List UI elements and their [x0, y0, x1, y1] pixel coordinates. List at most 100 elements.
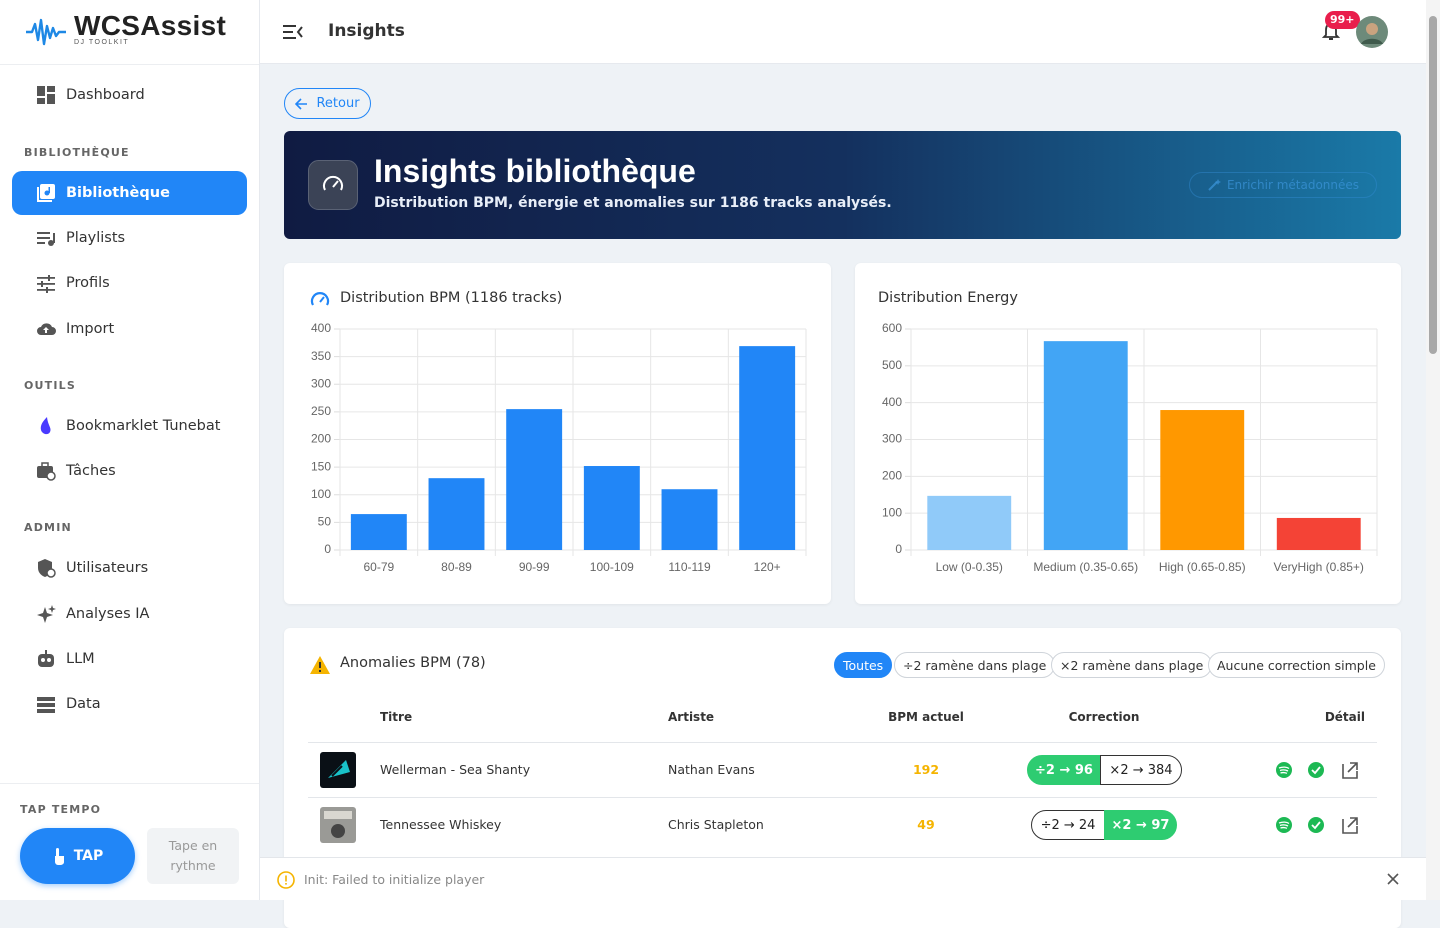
bar: [1160, 410, 1245, 550]
nav-label: Bookmarklet Tunebat: [66, 418, 221, 434]
column-header: Correction: [1068, 710, 1140, 724]
row-divider: [308, 742, 1377, 743]
hero-icon: [308, 160, 358, 210]
section-title: TAP TEMPO: [20, 803, 102, 816]
sidebar: WCSAssist DJ TOOLKIT Dashboard BIBLIOTHÈ…: [0, 0, 260, 900]
nav-item[interactable]: Import: [36, 317, 114, 341]
x-tick-label: Low (0-0.35): [936, 560, 1003, 574]
icon: [37, 323, 56, 335]
row-divider: [308, 797, 1377, 798]
icon: [1208, 179, 1221, 191]
icon: [40, 417, 51, 435]
row-actions[interactable]: [1275, 761, 1361, 779]
icon: [37, 275, 55, 293]
energy-chart: 0 100 200 300 400 500 600 Low (0-0.35) Medium (0…: [882, 321, 1378, 574]
track-title: Tennessee Whiskey: [380, 817, 502, 832]
correction[interactable]: ÷2 → 24: [1031, 810, 1105, 840]
column-header: Titre: [380, 710, 413, 724]
warning-icon: [310, 656, 330, 674]
bar: [350, 514, 407, 550]
icon: [37, 232, 55, 246]
nav-label: Data: [66, 696, 101, 712]
bar: [927, 495, 1012, 550]
column-header: Détail: [1324, 710, 1365, 724]
nav-item[interactable]: Dashboard: [36, 83, 145, 107]
avatar[interactable]: [1356, 16, 1388, 48]
logo-icon: [26, 18, 66, 46]
nav-item[interactable]: Analyses IA: [36, 602, 149, 626]
nav-label: Dashboard: [66, 87, 145, 103]
nav-item[interactable]: Data: [36, 692, 101, 716]
y-tick-label: 200: [882, 469, 902, 483]
y-tick-label: 50: [318, 515, 332, 529]
hero-title: Insights bibliothèque: [374, 153, 696, 189]
y-tick-label: 350: [311, 349, 331, 363]
bar: [1276, 517, 1361, 550]
nav-item[interactable]: Tâches: [36, 459, 116, 483]
cover: [320, 752, 356, 788]
icon: [37, 605, 56, 623]
icon: [295, 97, 308, 110]
column-header: Artiste: [668, 710, 715, 724]
nav-label: Import: [66, 321, 115, 337]
icon: [38, 559, 56, 578]
back-label: Retour: [316, 96, 360, 111]
x-tick-label: Medium (0.35-0.65): [1033, 560, 1138, 574]
enrich-label: Enrichir métadonnées: [1226, 178, 1360, 192]
nav-label: LLM: [66, 651, 95, 667]
nav-label: Playlists: [66, 230, 126, 246]
tap-label: TAP: [73, 848, 104, 864]
row-actions[interactable]: [1275, 816, 1361, 834]
y-tick-label: 250: [311, 404, 331, 418]
bpm-card: Distribution BPM (1186 tracks) 0 50 100 150…: [284, 263, 831, 604]
tap-button[interactable]: TAP: [20, 828, 135, 884]
x-tick-label: High (0.65-0.85): [1159, 560, 1246, 574]
scroll-thumb[interactable]: [1429, 16, 1437, 354]
toast: Init: Failed to initialize player: [260, 857, 1426, 900]
track-title: Wellerman - Sea Shanty: [380, 762, 531, 777]
filter[interactable]: Aucune correction simple: [1208, 652, 1385, 678]
notification-badge: 99+: [1325, 11, 1360, 29]
filter[interactable]: ×2 ramène dans plage: [1051, 652, 1213, 678]
track-bpm: 192: [912, 762, 940, 777]
filter[interactable]: ÷2 ramène dans plage: [894, 652, 1056, 678]
x-tick-label: 90-99: [519, 560, 550, 574]
correction-recommended[interactable]: ×2 → 97: [1104, 810, 1177, 840]
y-tick-label: 150: [311, 459, 331, 473]
nav-label: Analyses IA: [66, 606, 150, 622]
nav-item[interactable]: Playlists: [36, 226, 125, 250]
toast-message: Init: Failed to initialize player: [304, 872, 485, 887]
hero-subtitle: Distribution BPM, énergie et anomalies s…: [374, 195, 892, 211]
nav-item[interactable]: LLM: [36, 647, 95, 671]
nav-label: Bibliothèque: [66, 185, 170, 201]
gauge-icon: [310, 292, 330, 306]
track-artist: Nathan Evans: [668, 762, 755, 777]
icon: [54, 848, 64, 865]
back-button[interactable]: Retour: [284, 88, 371, 119]
section-title: BIBLIOTHÈQUE: [24, 146, 130, 159]
nav-label: Tâches: [66, 463, 116, 479]
chart-title: Distribution Energy: [878, 290, 1018, 306]
section-title: ADMIN: [24, 521, 72, 534]
chart-title: Distribution BPM (1186 tracks): [340, 290, 563, 306]
nav-item-active[interactable]: Bibliothèque: [12, 171, 247, 215]
toast-close[interactable]: [1387, 873, 1399, 885]
x-tick-label: VeryHigh (0.85+): [1274, 560, 1364, 574]
y-tick-label: 100: [882, 505, 902, 519]
y-tick-label: 0: [895, 542, 902, 556]
y-tick-label: 100: [311, 487, 331, 501]
menu-toggle[interactable]: [283, 24, 303, 40]
bar: [1043, 341, 1128, 550]
enrich-button[interactable]: Enrichir métadonnées: [1189, 172, 1377, 198]
icon: [38, 650, 54, 667]
correction-recommended[interactable]: ÷2 → 96: [1027, 755, 1101, 785]
nav-item[interactable]: Bookmarklet Tunebat: [36, 414, 220, 438]
icon: [37, 86, 55, 104]
bar: [661, 489, 718, 550]
nav-item[interactable]: Profils: [36, 271, 110, 295]
correction[interactable]: ×2 → 384: [1100, 755, 1182, 785]
nav-item[interactable]: Utilisateurs: [36, 556, 148, 580]
icon: [37, 184, 55, 202]
filter-active[interactable]: Toutes: [834, 652, 893, 678]
